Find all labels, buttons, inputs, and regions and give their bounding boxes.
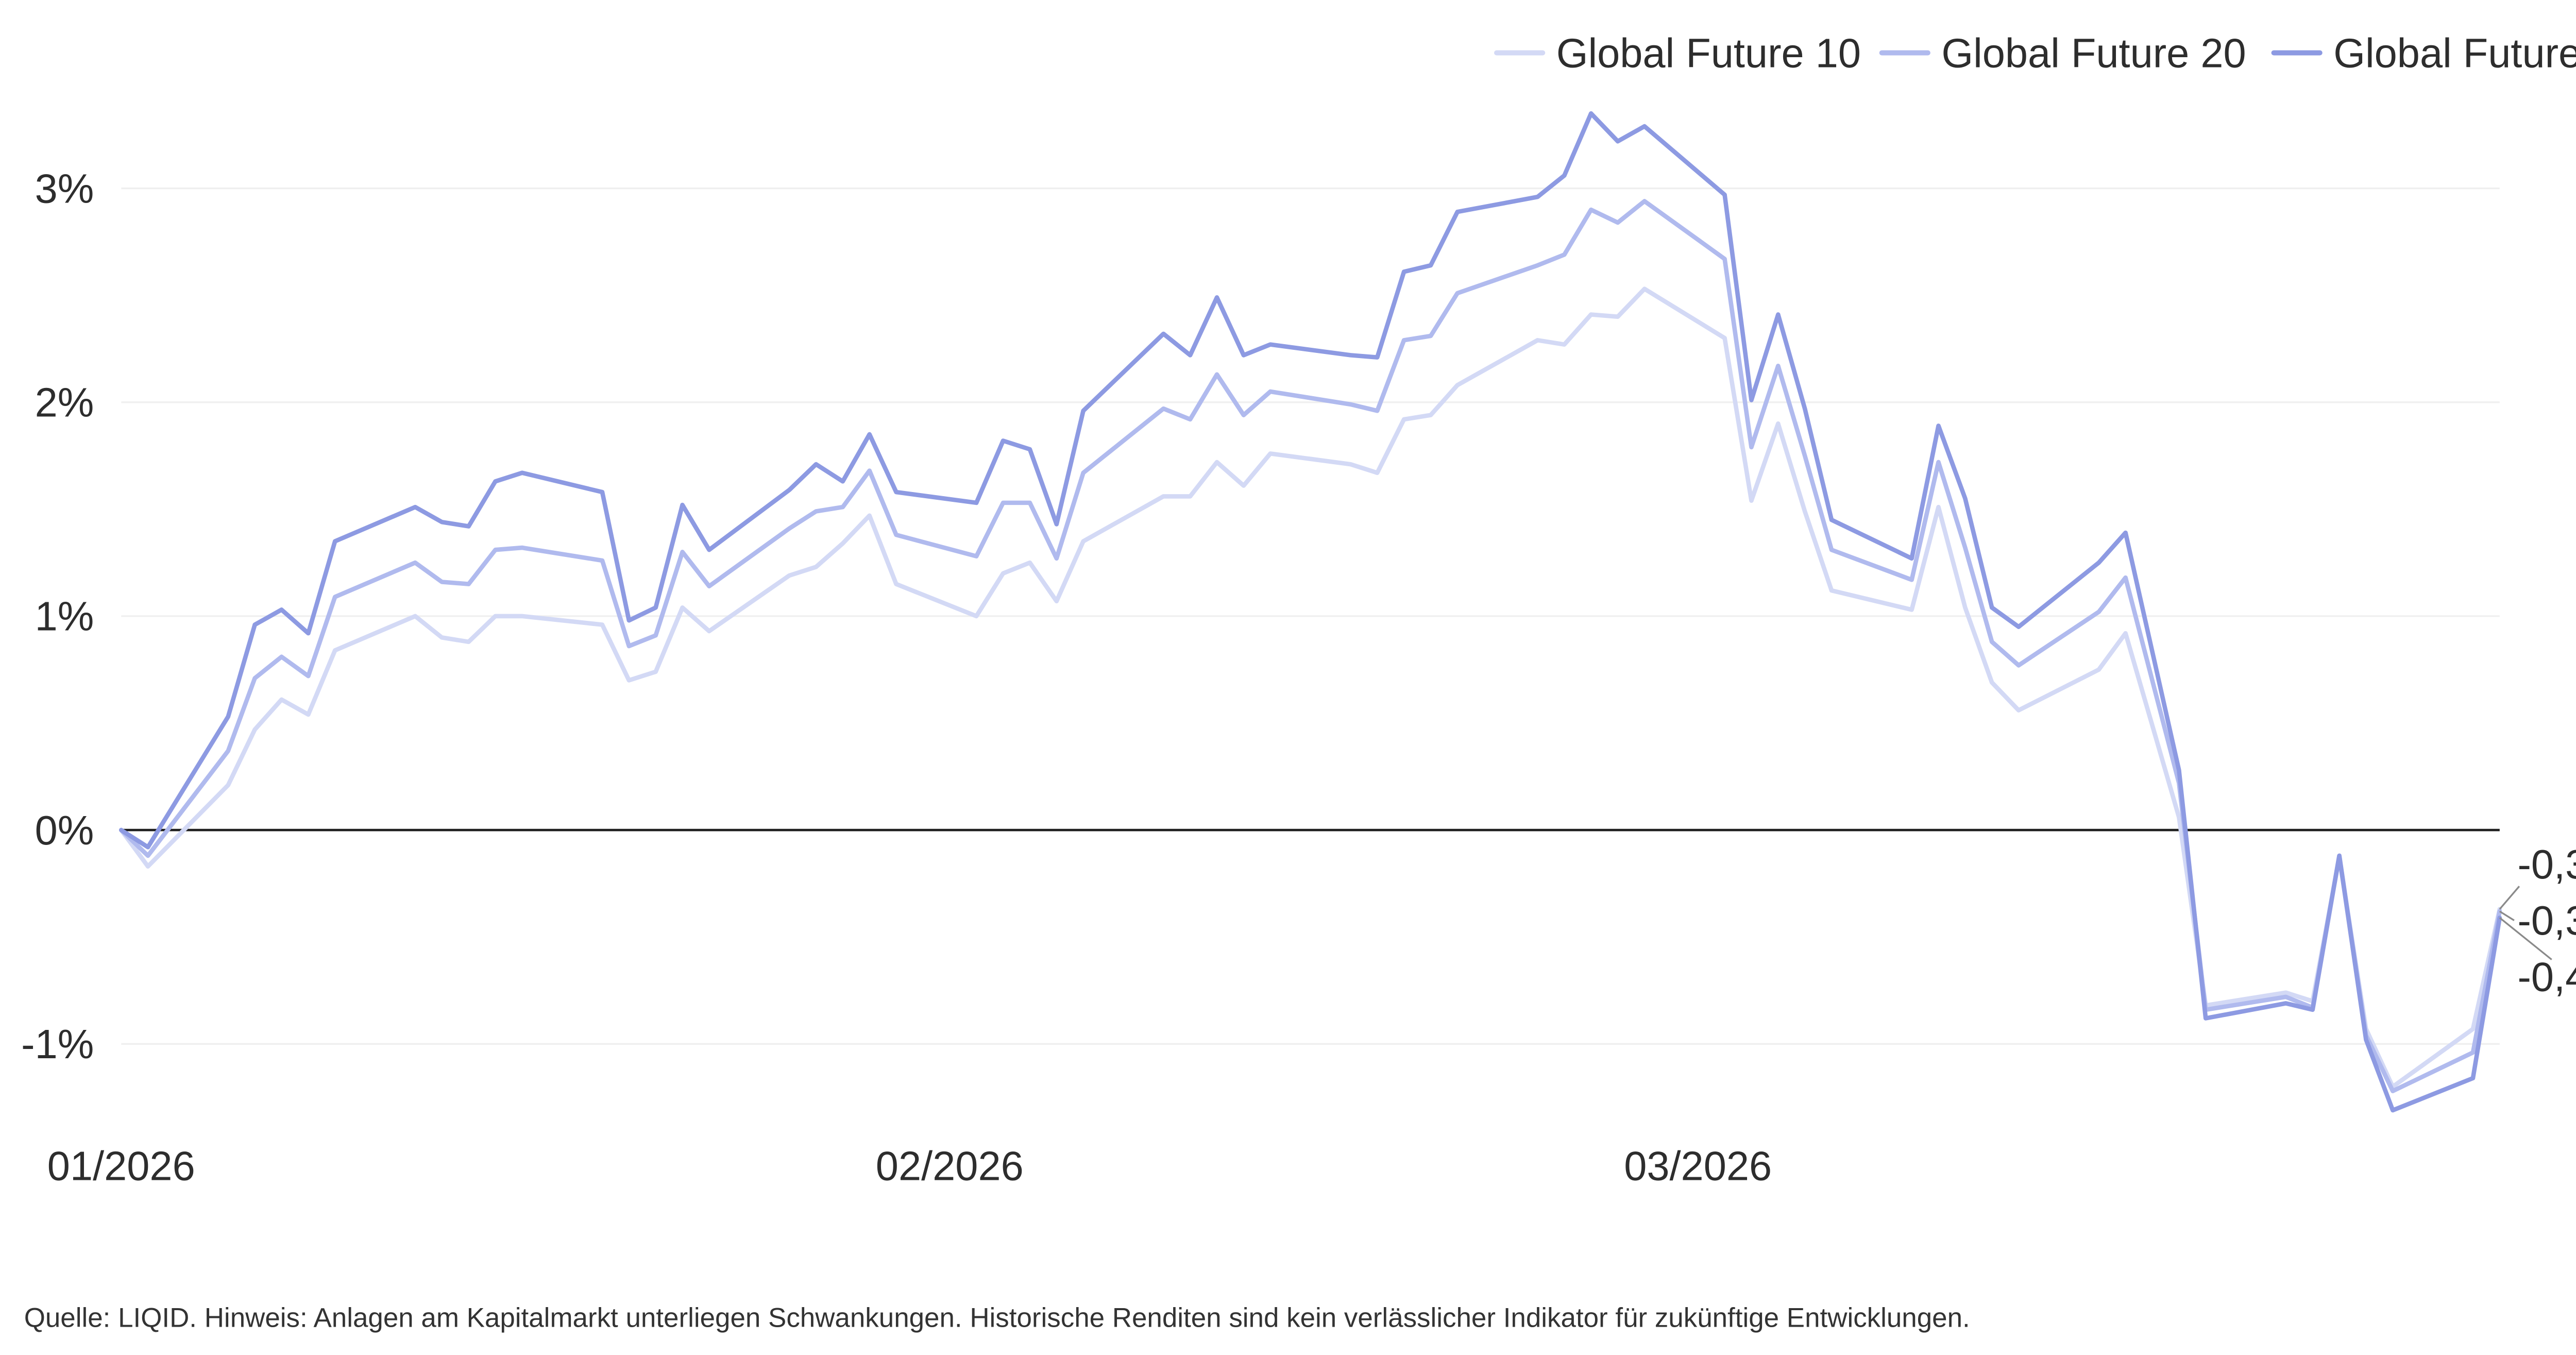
end-label-global-future-30: -0,41%	[2517, 954, 2576, 1000]
y-tick-label: 0%	[35, 807, 94, 853]
series-line-global-future-10	[118, 286, 2502, 1089]
end-label-leader	[2499, 917, 2552, 960]
end-label-leader	[2499, 886, 2520, 910]
legend: Global Future 10 Global Future 20 Global…	[1494, 30, 2576, 76]
legend-item-global-future-20: Global Future 20	[1879, 30, 2246, 76]
legend-label: Global Future 30	[2333, 30, 2576, 76]
y-axis-ticks: 3% 2% 1% 0% -1%	[21, 165, 94, 1067]
x-tick-label: 02/2026	[876, 1143, 1024, 1189]
series-line-global-future-30	[118, 111, 2502, 1113]
y-tick-label: 2%	[35, 380, 94, 426]
end-label-global-future-10: -0,37%	[2517, 841, 2576, 887]
source-footnote: Quelle: LIQID. Hinweis: Anlagen am Kapit…	[24, 1303, 1970, 1333]
x-tick-label: 01/2026	[47, 1143, 195, 1189]
legend-label: Global Future 10	[1556, 30, 1861, 76]
end-label-global-future-20: -0,38%	[2517, 897, 2576, 943]
end-label-leader	[2499, 910, 2515, 921]
end-labels: -0,37% -0,38% -0,41%	[2499, 841, 2576, 1000]
x-tick-label: 03/2026	[1624, 1143, 1772, 1189]
legend-item-global-future-10: Global Future 10	[1494, 30, 1861, 76]
y-tick-label: 3%	[35, 165, 94, 211]
legend-label: Global Future 20	[1941, 30, 2246, 76]
y-tick-label: -1%	[21, 1021, 94, 1067]
y-tick-label: 1%	[35, 594, 94, 639]
legend-item-global-future-30: Global Future 30	[2271, 30, 2576, 76]
series-lines	[118, 111, 2502, 1113]
x-axis-ticks: 01/2026 02/2026 03/2026	[47, 1143, 1772, 1189]
series-line-global-future-20	[118, 199, 2502, 1093]
